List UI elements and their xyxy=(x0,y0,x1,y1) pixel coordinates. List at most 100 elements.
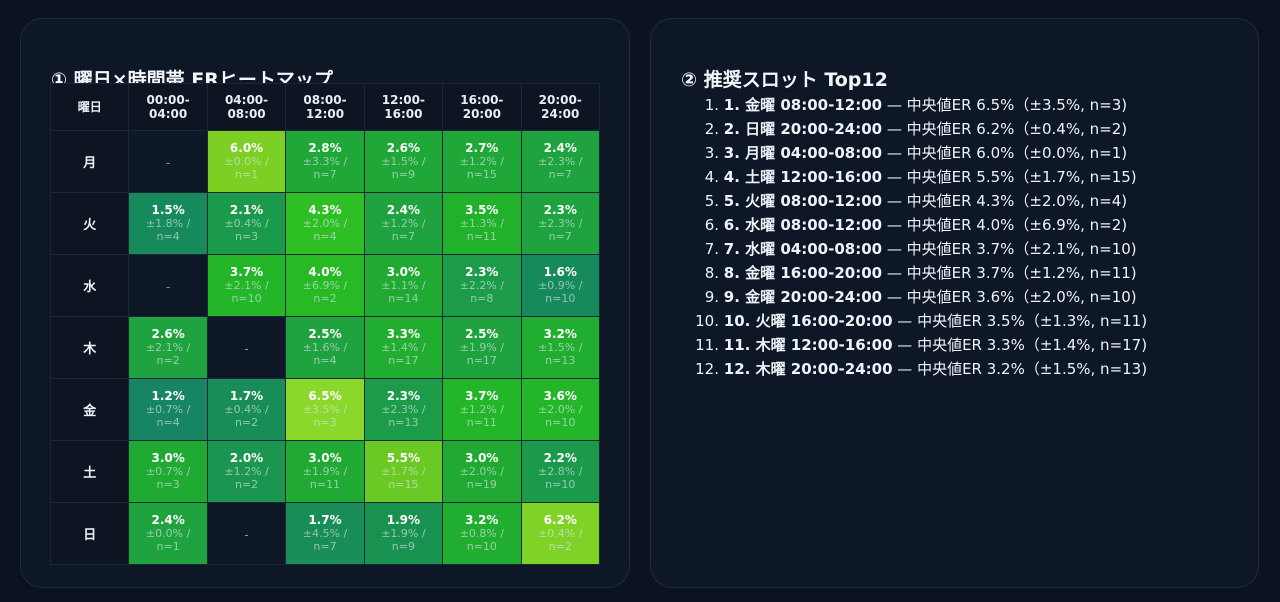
heatmap-panel: ① 曜日×時間帯 ERヒートマップ 曜日 00:00- 04:00 04:00-… xyxy=(20,18,630,588)
slot-item: 1. 1. 金曜 08:00-12:00 — 中央値ER 6.5%（±3.5%,… xyxy=(679,93,1147,117)
slot-detail: — 中央値ER 5.5%（±1.7%, n=15) xyxy=(882,168,1137,186)
heatmap-cell: 3.0% ±1.1% / n=14 xyxy=(363,254,444,317)
cell-er-value: 2.7% xyxy=(465,141,499,155)
cell-meta-text: ±1.5% / n=13 xyxy=(538,341,583,367)
slot-rank-label: 1. 金曜 08:00-12:00 xyxy=(723,96,883,114)
heatmap-cell: 2.8% ±3.3% / n=7 xyxy=(285,130,365,193)
heatmap-header-row: 曜日 00:00- 04:00 04:00- 08:00 08:00- 12:0… xyxy=(49,83,601,131)
cell-er-value: 3.2% xyxy=(543,327,577,341)
slot-item: 7. 7. 水曜 04:00-08:00 — 中央値ER 3.7%（±2.1%,… xyxy=(679,237,1147,261)
heatmap-cell: 2.1% ±0.4% / n=3 xyxy=(206,192,287,255)
slot-detail: — 中央値ER 4.3%（±2.0%, n=4) xyxy=(882,192,1128,210)
heatmap-row: 日 2.4% ±0.0% / n=1-1.7% ±4.5% / n=7 1.9% ±1.9… xyxy=(49,502,601,565)
cell-er-value: 6.2% xyxy=(543,513,577,527)
heatmap-cell: 3.3% ±1.4% / n=17 xyxy=(363,316,444,379)
cell-meta-text: ±2.3% / n=7 xyxy=(538,217,583,243)
cell-meta-text: ±1.3% / n=11 xyxy=(459,217,504,243)
cell-meta-text: ±1.2% / n=11 xyxy=(459,403,504,429)
heatmap-cell: 6.0% ±0.0% / n=1 xyxy=(206,130,287,193)
heatmap-body: 月 -6.0% ±0.0% / n=1 2.8% ±3.3% / n=7 2.6% ±1.5… xyxy=(49,130,601,565)
cell-er-value: 2.6% xyxy=(151,327,185,341)
slot-detail: — 中央値ER 3.2%（±1.5%, n=13) xyxy=(892,360,1148,378)
slot-number: 7. xyxy=(704,240,719,258)
heatmap-cell: 3.5% ±1.3% / n=11 xyxy=(442,192,522,255)
slot-detail: — 中央値ER 3.7%（±2.1%, n=10) xyxy=(882,240,1137,258)
cell-meta-text: ±1.2% / n=15 xyxy=(459,155,504,181)
day-label: 土 xyxy=(49,440,130,503)
slot-number: 1. xyxy=(704,96,719,114)
cell-meta-text: ±0.7% / n=3 xyxy=(145,465,191,491)
heatmap-row: 水 -3.7% ±2.1% / n=10 4.0% ±6.9% / n=2 3.0% ±1.… xyxy=(49,254,601,317)
slot-rank-label: 7. 水曜 04:00-08:00 xyxy=(723,240,883,258)
heatmap-row: 月 -6.0% ±0.0% / n=1 2.8% ±3.3% / n=7 2.6% ±1.5… xyxy=(49,130,601,193)
heatmap-cell: 2.4% ±0.0% / n=1 xyxy=(128,502,208,565)
cell-meta-text: ±2.1% / n=2 xyxy=(145,341,191,367)
heatmap-cell: 2.5% ±1.9% / n=17 xyxy=(442,316,522,379)
heatmap-row: 土 3.0% ±0.7% / n=3 2.0% ±1.2% / n=2 3.0% ±1.9%… xyxy=(49,440,601,503)
cell-meta-text: ±1.8% / n=4 xyxy=(145,217,191,243)
cell-meta-text: ±3.3% / n=7 xyxy=(302,155,348,181)
cell-meta-text: ±1.2% / n=2 xyxy=(224,465,269,491)
slot-item: 11. 11. 木曜 12:00-16:00 — 中央値ER 3.3%（±1.4… xyxy=(679,333,1147,357)
empty-cell-dash: - xyxy=(244,528,249,542)
cell-meta-text: ±2.3% / n=7 xyxy=(538,155,583,181)
cell-er-value: 2.3% xyxy=(465,265,499,279)
slot-rank-label: 12. 木曜 20:00-24:00 xyxy=(723,360,893,378)
cell-er-value: 3.7% xyxy=(465,389,499,403)
slot-rank-label: 6. 水曜 08:00-12:00 xyxy=(723,216,883,234)
cell-er-value: 3.0% xyxy=(465,451,499,465)
heatmap-cell: 1.2% ±0.7% / n=4 xyxy=(128,378,208,441)
heatmap-cell: 6.5% ±3.5% / n=3 xyxy=(285,378,365,441)
slot-number: 5. xyxy=(704,192,719,210)
heatmap-cell: 3.7% ±2.1% / n=10 xyxy=(206,254,287,317)
heatmap-row: 木 2.6% ±2.1% / n=2-2.5% ±1.6% / n=4 3.3% ±1.4… xyxy=(49,316,601,379)
slot-number: 3. xyxy=(704,144,719,162)
slot-number: 10. xyxy=(695,312,719,330)
slot-item: 6. 6. 水曜 08:00-12:00 — 中央値ER 4.0%（±6.9%,… xyxy=(679,213,1147,237)
cell-er-value: 1.5% xyxy=(151,203,185,217)
cell-er-value: 1.6% xyxy=(543,265,577,279)
slot-number: 6. xyxy=(704,216,719,234)
heatmap-cell: 2.6% ±2.1% / n=2 xyxy=(128,316,208,379)
cell-er-value: 2.4% xyxy=(543,141,577,155)
empty-cell-dash: - xyxy=(165,280,171,294)
heatmap-cell: 3.0% ±0.7% / n=3 xyxy=(128,440,208,503)
slot-detail: — 中央値ER 6.0%（±0.0%, n=1) xyxy=(882,144,1128,162)
cell-er-value: 2.4% xyxy=(386,203,421,217)
slot-item: 10. 10. 火曜 16:00-20:00 — 中央値ER 3.5%（±1.3… xyxy=(679,309,1147,333)
heatmap-cell: 4.0% ±6.9% / n=2 xyxy=(285,254,365,317)
cell-er-value: 2.5% xyxy=(465,327,499,341)
heatmap-cell: - xyxy=(206,502,287,565)
heatmap-cell: 1.6% ±0.9% / n=10 xyxy=(520,254,601,317)
cell-meta-text: ±0.0% / n=1 xyxy=(145,527,191,553)
day-label: 金 xyxy=(49,378,130,441)
heatmap-cell: 3.2% ±0.8% / n=10 xyxy=(442,502,522,565)
cell-er-value: 2.5% xyxy=(308,327,342,341)
slot-detail: — 中央値ER 3.7%（±1.2%, n=11) xyxy=(882,264,1137,282)
heatmap-cell: 3.0% ±2.0% / n=19 xyxy=(442,440,522,503)
time-column-header: 20:00- 24:00 xyxy=(520,83,601,131)
cell-meta-text: ±1.4% / n=17 xyxy=(381,341,426,367)
heatmap-cell: 3.0% ±1.9% / n=11 xyxy=(285,440,365,503)
cell-er-value: 2.4% xyxy=(151,513,185,527)
heatmap-cell: 1.9% ±1.9% / n=9 xyxy=(363,502,444,565)
cell-er-value: 2.3% xyxy=(386,389,421,403)
heatmap-cell: 2.4% ±1.2% / n=7 xyxy=(363,192,444,255)
cell-er-value: 1.9% xyxy=(386,513,421,527)
slot-detail: — 中央値ER 3.6%（±2.0%, n=10) xyxy=(882,288,1137,306)
cell-er-value: 4.0% xyxy=(308,265,342,279)
cell-meta-text: ±0.4% / n=2 xyxy=(538,527,583,553)
heatmap-table: 曜日 00:00- 04:00 04:00- 08:00 08:00- 12:0… xyxy=(49,83,601,565)
cell-meta-text: ±2.0% / n=4 xyxy=(302,217,348,243)
slot-detail: — 中央値ER 6.5%（±3.5%, n=3) xyxy=(882,96,1128,114)
cell-er-value: 3.0% xyxy=(308,451,342,465)
slot-number: 8. xyxy=(704,264,719,282)
heatmap-cell: 2.2% ±2.8% / n=10 xyxy=(520,440,601,503)
heatmap-row: 金 1.2% ±0.7% / n=4 1.7% ±0.4% / n=2 6.5% ±3.5%… xyxy=(49,378,601,441)
cell-er-value: 3.6% xyxy=(543,389,577,403)
slot-rank-label: 11. 木曜 12:00-16:00 xyxy=(723,336,893,354)
heatmap-cell: 2.3% ±2.3% / n=7 xyxy=(520,192,601,255)
cell-meta-text: ±2.3% / n=13 xyxy=(381,403,426,429)
slot-number: 4. xyxy=(704,168,719,186)
cell-er-value: 3.2% xyxy=(465,513,499,527)
